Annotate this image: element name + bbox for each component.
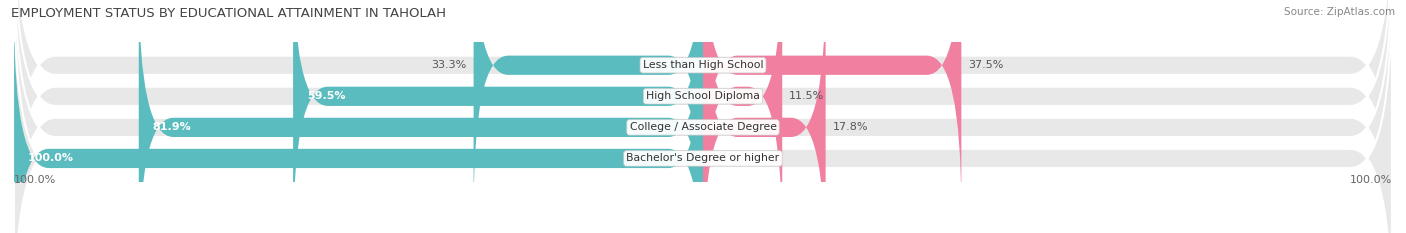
- FancyBboxPatch shape: [14, 0, 1392, 233]
- FancyBboxPatch shape: [703, 0, 825, 233]
- FancyBboxPatch shape: [703, 0, 782, 233]
- FancyBboxPatch shape: [14, 0, 1392, 233]
- Text: 100.0%: 100.0%: [1350, 175, 1392, 185]
- Text: EMPLOYMENT STATUS BY EDUCATIONAL ATTAINMENT IN TAHOLAH: EMPLOYMENT STATUS BY EDUCATIONAL ATTAINM…: [11, 7, 446, 20]
- Text: Bachelor's Degree or higher: Bachelor's Degree or higher: [627, 154, 779, 163]
- FancyBboxPatch shape: [474, 0, 703, 211]
- FancyBboxPatch shape: [14, 0, 1392, 233]
- FancyBboxPatch shape: [14, 13, 703, 233]
- Text: 59.5%: 59.5%: [307, 91, 346, 101]
- Text: 81.9%: 81.9%: [152, 122, 191, 132]
- Text: 33.3%: 33.3%: [432, 60, 467, 70]
- FancyBboxPatch shape: [14, 0, 1392, 233]
- Text: 0.0%: 0.0%: [710, 154, 738, 163]
- Text: 11.5%: 11.5%: [789, 91, 824, 101]
- FancyBboxPatch shape: [292, 0, 703, 233]
- Text: Source: ZipAtlas.com: Source: ZipAtlas.com: [1284, 7, 1395, 17]
- Text: 37.5%: 37.5%: [969, 60, 1004, 70]
- FancyBboxPatch shape: [703, 0, 962, 211]
- Text: Less than High School: Less than High School: [643, 60, 763, 70]
- Text: 17.8%: 17.8%: [832, 122, 868, 132]
- Text: 100.0%: 100.0%: [28, 154, 75, 163]
- Text: College / Associate Degree: College / Associate Degree: [630, 122, 776, 132]
- Text: High School Diploma: High School Diploma: [647, 91, 759, 101]
- Text: 100.0%: 100.0%: [14, 175, 56, 185]
- FancyBboxPatch shape: [139, 0, 703, 233]
